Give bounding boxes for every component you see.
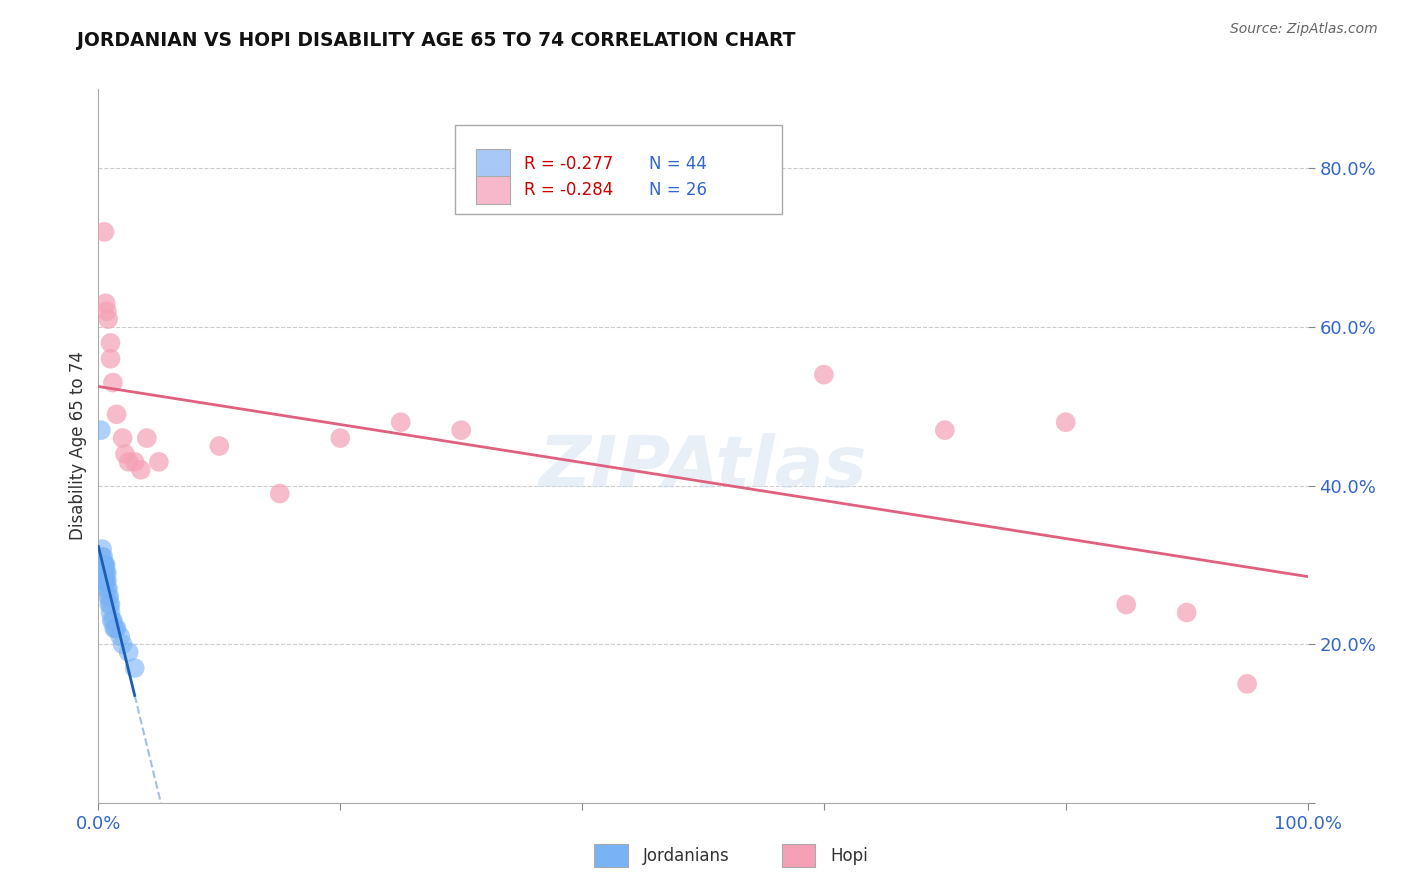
Point: [129, 463, 152, 477]
Point: [94, 566, 117, 580]
Text: JORDANIAN VS HOPI DISABILITY AGE 65 TO 74 CORRELATION CHART: JORDANIAN VS HOPI DISABILITY AGE 65 TO 7…: [77, 31, 796, 50]
Point: [124, 455, 146, 469]
Point: [100, 598, 122, 612]
Point: [813, 368, 835, 382]
Point: [93, 566, 115, 580]
Point: [1236, 677, 1258, 691]
Point: [90, 423, 112, 437]
Point: [91, 574, 114, 588]
Point: [91, 542, 114, 557]
Point: [91, 558, 114, 572]
Text: R = -0.284: R = -0.284: [524, 181, 613, 199]
Point: [389, 415, 412, 429]
Point: [93, 566, 115, 580]
Point: [105, 407, 128, 421]
Point: [93, 574, 115, 588]
Point: [96, 566, 118, 580]
Point: [124, 661, 146, 675]
Point: [111, 431, 134, 445]
Point: [108, 629, 131, 643]
Point: [94, 558, 117, 572]
Point: [97, 582, 120, 596]
Point: [114, 447, 136, 461]
Point: [450, 423, 472, 437]
Y-axis label: Disability Age 65 to 74: Disability Age 65 to 74: [69, 351, 87, 541]
Point: [96, 304, 118, 318]
Point: [100, 614, 122, 628]
Point: [111, 637, 134, 651]
Bar: [475, 176, 509, 204]
Point: [91, 549, 114, 564]
Point: [93, 566, 115, 580]
Point: [91, 558, 114, 572]
Text: N = 26: N = 26: [648, 181, 707, 199]
Point: [91, 558, 114, 572]
Point: [100, 335, 122, 350]
Point: [91, 574, 114, 588]
Point: [1054, 415, 1077, 429]
Point: [118, 645, 141, 659]
Point: [93, 225, 115, 239]
Point: [269, 486, 291, 500]
Text: Jordanians: Jordanians: [643, 847, 730, 864]
Point: [91, 549, 114, 564]
Point: [135, 431, 157, 445]
FancyBboxPatch shape: [456, 125, 782, 214]
Point: [93, 558, 115, 572]
Bar: [475, 150, 509, 178]
Point: [91, 566, 114, 580]
Point: [94, 296, 117, 310]
Point: [93, 574, 115, 588]
Point: [100, 606, 122, 620]
Point: [148, 455, 170, 469]
Point: [98, 598, 121, 612]
Point: [1175, 606, 1198, 620]
Point: [101, 376, 124, 390]
Text: ZIPAtlas: ZIPAtlas: [538, 433, 868, 502]
Bar: [595, 844, 628, 867]
Point: [101, 614, 124, 628]
Point: [96, 574, 118, 588]
Point: [96, 582, 118, 596]
Point: [91, 566, 114, 580]
Point: [1115, 598, 1137, 612]
Point: [97, 590, 120, 604]
Text: Hopi: Hopi: [830, 847, 868, 864]
Point: [94, 574, 117, 588]
Point: [105, 621, 128, 635]
Text: N = 44: N = 44: [648, 154, 706, 173]
Point: [329, 431, 352, 445]
Point: [103, 621, 125, 635]
Point: [118, 455, 141, 469]
Point: [97, 312, 120, 326]
Point: [93, 558, 115, 572]
Point: [91, 574, 114, 588]
Point: [91, 566, 114, 580]
Point: [91, 558, 114, 572]
Point: [104, 621, 127, 635]
Text: R = -0.277: R = -0.277: [524, 154, 613, 173]
Text: Source: ZipAtlas.com: Source: ZipAtlas.com: [1230, 22, 1378, 37]
Point: [94, 574, 117, 588]
Point: [98, 590, 121, 604]
Bar: [782, 844, 815, 867]
Point: [208, 439, 231, 453]
Point: [100, 351, 122, 366]
Point: [93, 558, 115, 572]
Point: [934, 423, 956, 437]
